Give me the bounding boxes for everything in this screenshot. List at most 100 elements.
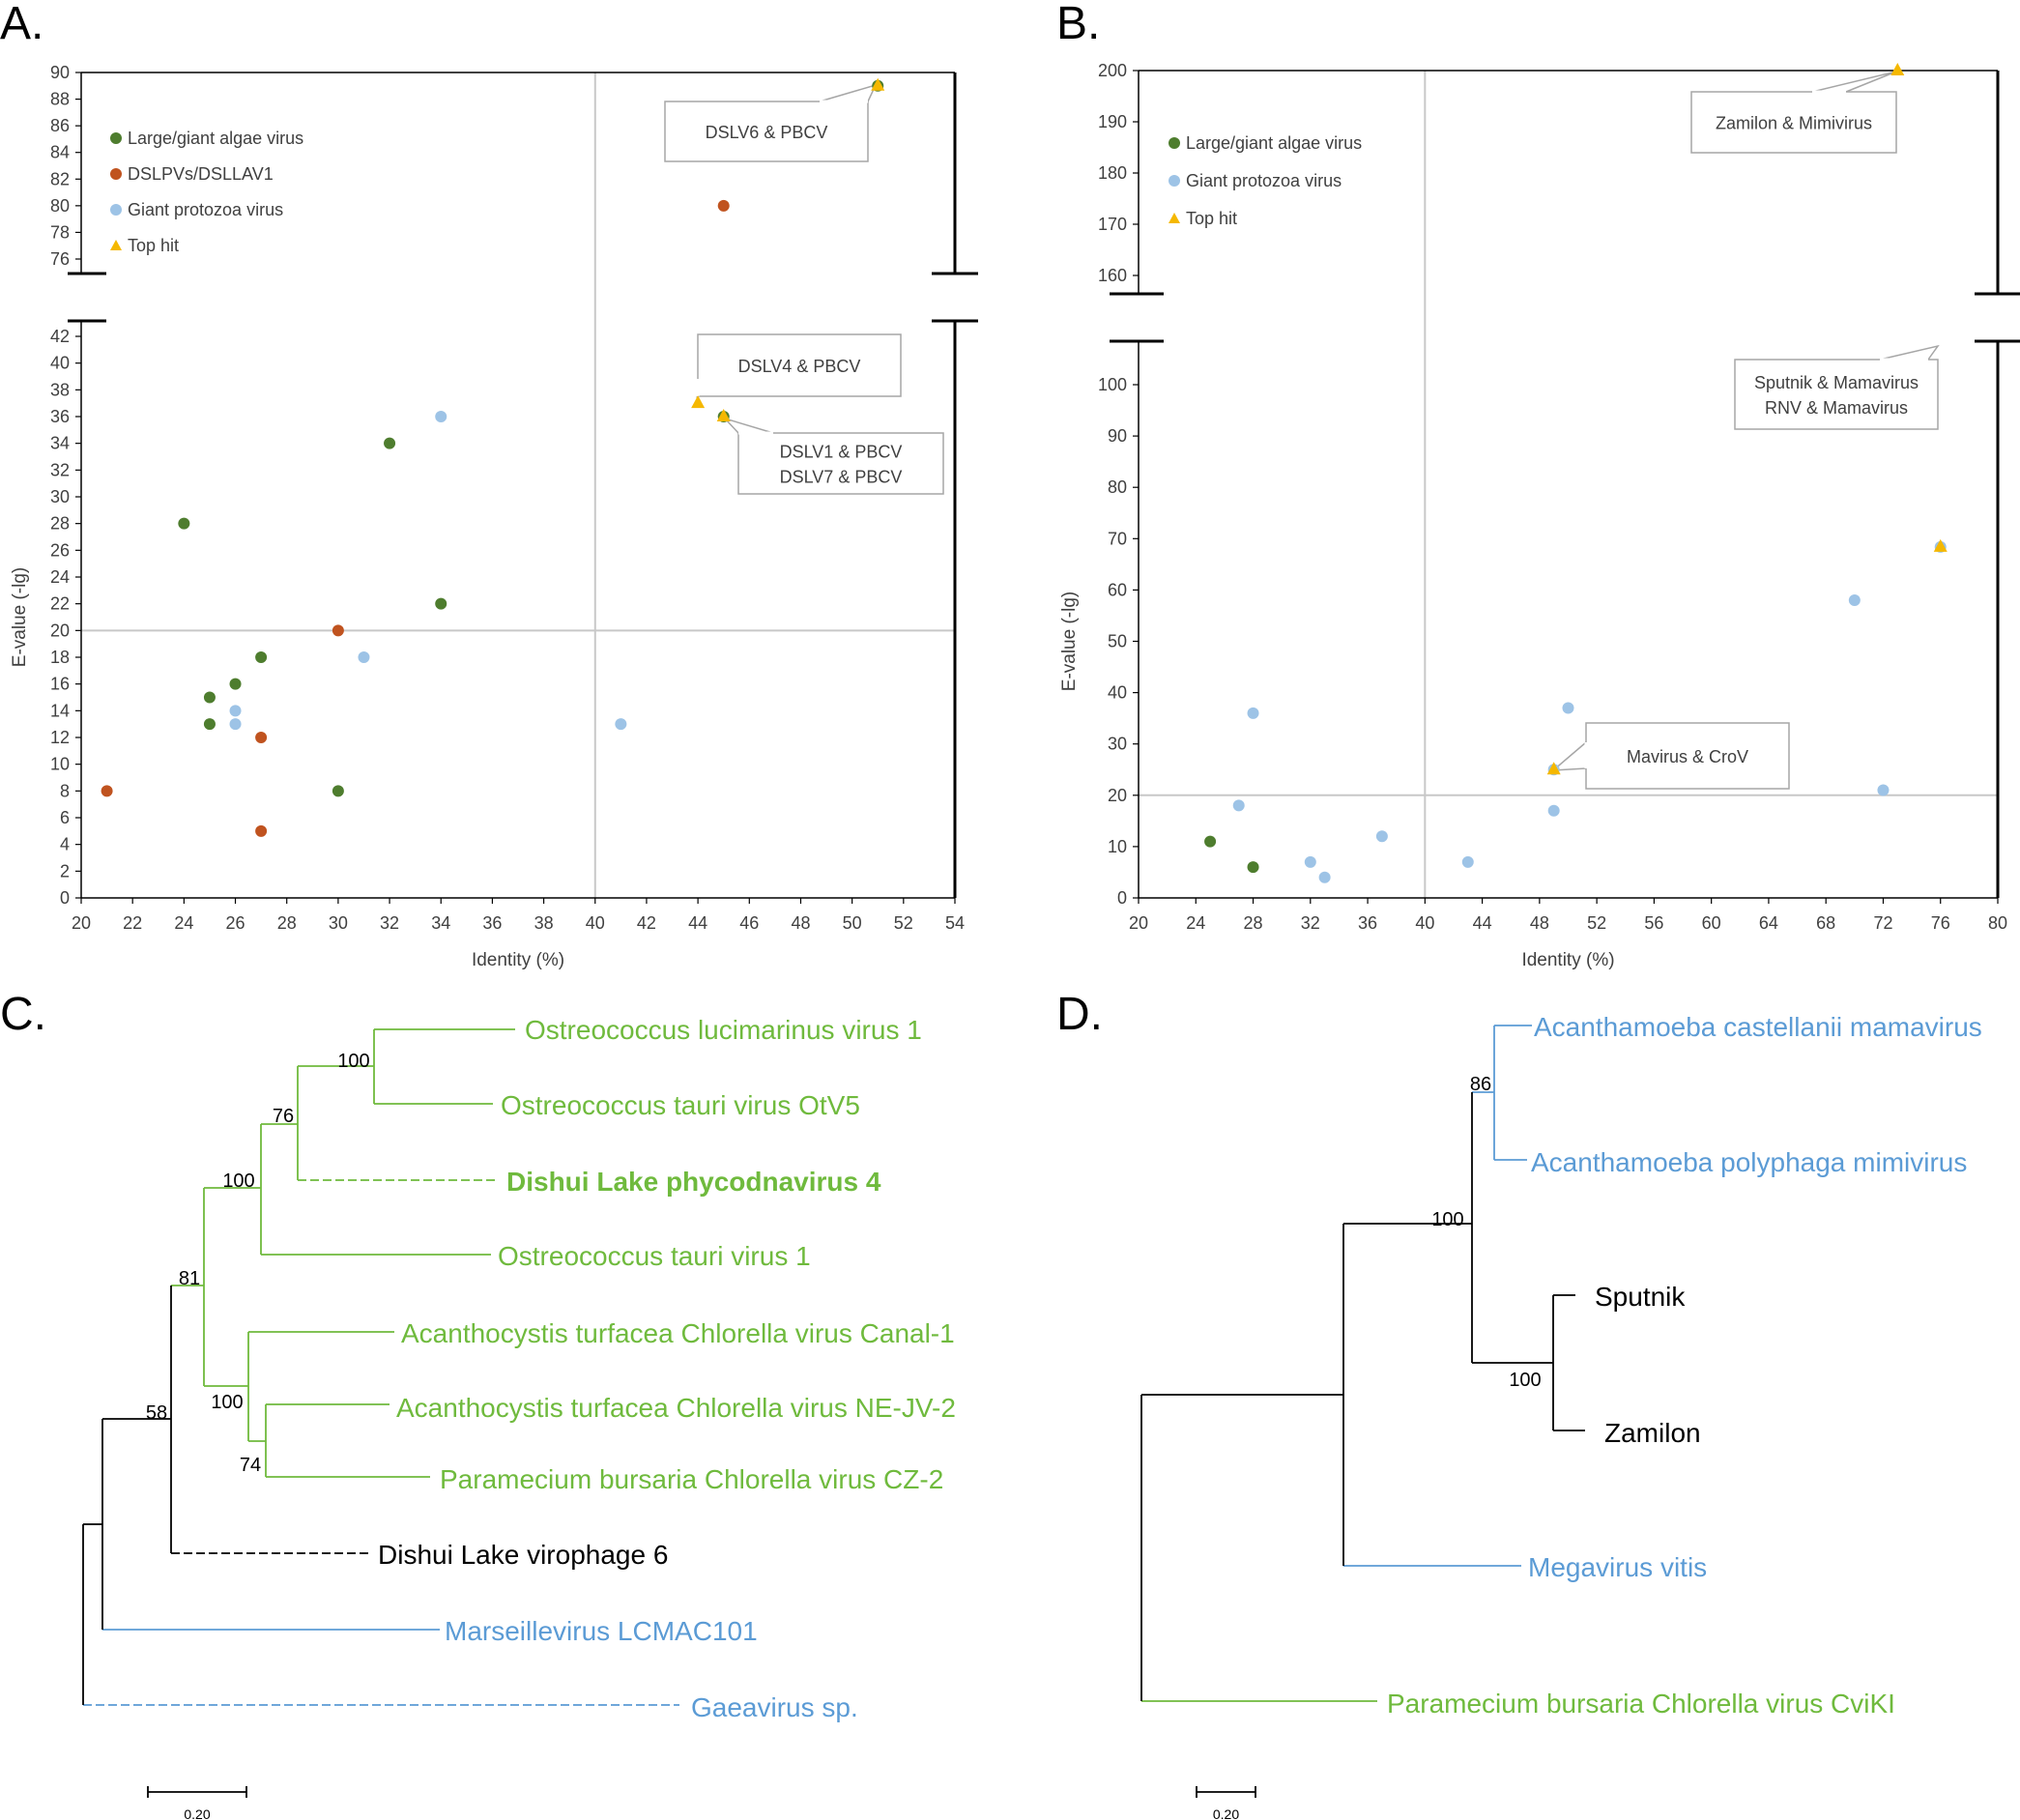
y-tick-label: 32 xyxy=(50,460,70,479)
bootstrap-value: 100 xyxy=(1509,1370,1541,1391)
y-tick-label: 80 xyxy=(1108,477,1127,497)
callout-label: DSLV4 & PBCV xyxy=(738,357,861,376)
data-point-protozoa xyxy=(1375,830,1388,843)
y-tick-label: 38 xyxy=(50,380,70,399)
data-point-algae xyxy=(203,691,216,704)
y-tick-label: 0 xyxy=(1117,888,1127,908)
y-tick-label: 190 xyxy=(1098,112,1127,131)
x-tick-label: 64 xyxy=(1759,913,1778,933)
x-tick-label: 24 xyxy=(1186,913,1205,933)
legend-marker-triangle xyxy=(110,240,122,250)
y-tick-label: 30 xyxy=(50,487,70,506)
panel-letter: D. xyxy=(1056,989,1103,1040)
x-tick-label: 48 xyxy=(1530,913,1549,933)
y-tick-label: 24 xyxy=(50,567,70,587)
tree-leaf-label: Ostreococcus tauri virus OtV5 xyxy=(501,1090,860,1120)
panel-letter: A. xyxy=(0,0,43,49)
y-tick-label: 78 xyxy=(50,222,70,242)
y-tick-label: 34 xyxy=(50,434,70,453)
panel-c-tree: C. Ostreococcus lucimarinus virus 1 Ostreo… xyxy=(0,989,956,1820)
y-tick-label: 20 xyxy=(1108,786,1127,805)
callout-label: Mavirus & CroV xyxy=(1627,747,1748,766)
data-point-dslpv xyxy=(101,785,113,797)
x-tick-label: 40 xyxy=(1415,913,1434,933)
tree-leaf-label: Paramecium bursaria Chlorella virus CZ-2 xyxy=(440,1464,943,1494)
y-tick-label: 80 xyxy=(50,196,70,216)
data-point-protozoa xyxy=(1304,855,1316,868)
legend-marker-dot xyxy=(110,204,122,216)
x-tick-label: 32 xyxy=(1301,913,1320,933)
x-tick-label: 42 xyxy=(637,913,656,933)
y-tick-label: 14 xyxy=(50,701,70,720)
callout-label: Sputnik & Mamavirus xyxy=(1754,373,1919,392)
data-point-algae xyxy=(1204,835,1217,848)
tree-leaf-label: Megavirus vitis xyxy=(1528,1552,1707,1582)
y-tick-label: 4 xyxy=(60,835,70,854)
callout-label: DSLV7 & PBCV xyxy=(780,468,903,487)
y-tick-label: 170 xyxy=(1098,215,1127,234)
y-tick-label: 76 xyxy=(50,249,70,269)
data-point-top-hit xyxy=(1546,762,1561,775)
data-point-algae xyxy=(178,517,190,530)
data-point-dslpv xyxy=(255,732,268,743)
callout-box xyxy=(1690,91,1897,154)
x-tick-label: 20 xyxy=(1129,913,1148,933)
y-tick-label: 8 xyxy=(60,781,70,800)
y-tick-label: 6 xyxy=(60,808,70,827)
y-tick-label: 60 xyxy=(1108,580,1127,599)
x-tick-label: 52 xyxy=(1587,913,1606,933)
x-tick-label: 40 xyxy=(586,913,605,933)
bootstrap-value: 74 xyxy=(240,1455,261,1476)
data-point-protozoa xyxy=(1461,855,1474,868)
data-point-protozoa xyxy=(229,718,242,731)
data-point-protozoa xyxy=(1877,784,1890,796)
bootstrap-value: 86 xyxy=(1470,1074,1491,1095)
callout-label: RNV & Mamavirus xyxy=(1765,398,1908,418)
y-tick-label: 12 xyxy=(50,728,70,747)
x-tick-label: 36 xyxy=(1358,913,1377,933)
bootstrap-value: 100 xyxy=(211,1392,243,1413)
y-tick-label: 40 xyxy=(50,354,70,373)
tree-leaf-label: Sputnik xyxy=(1595,1282,1686,1312)
tree-leaf-label: Ostreococcus tauri virus 1 xyxy=(498,1241,811,1271)
x-tick-label: 54 xyxy=(945,913,965,933)
x-tick-label: 26 xyxy=(226,913,245,933)
y-tick-label: 22 xyxy=(50,594,70,614)
data-point-protozoa xyxy=(1318,871,1331,883)
data-point-dslpv xyxy=(332,624,344,637)
x-tick-label: 72 xyxy=(1873,913,1892,933)
y-tick-label: 90 xyxy=(50,63,70,82)
callout-box xyxy=(697,333,902,397)
data-point-top-hit xyxy=(871,77,885,91)
y-tick-label: 84 xyxy=(50,143,70,162)
scale-bar-label: 0.20 xyxy=(1213,1806,1239,1820)
data-point-algae xyxy=(435,597,447,610)
bootstrap-value: 81 xyxy=(179,1268,200,1289)
tree-leaf-label: Acanthamoeba castellanii mamavirus xyxy=(1534,1012,1982,1042)
legend-marker-triangle xyxy=(1169,213,1180,223)
x-tick-label: 30 xyxy=(329,913,348,933)
tree-leaf-label: Dishui Lake phycodnavirus 4 xyxy=(506,1167,881,1197)
y-tick-label: 36 xyxy=(50,407,70,426)
callout-box xyxy=(1585,722,1790,790)
y-tick-label: 10 xyxy=(1108,837,1127,856)
tree-leaf-label: Marseillevirus LCMAC101 xyxy=(445,1616,758,1646)
legend-label: Top hit xyxy=(128,236,179,255)
panel-b-scatter: B. 0 10 20 30 40 50 60 70 80 90 100 160 170 180 190 200 2… xyxy=(1056,0,2020,970)
callout-box xyxy=(737,432,944,495)
tree-leaf-label: Gaeavirus sp. xyxy=(691,1692,858,1722)
x-tick-label: 38 xyxy=(534,913,554,933)
legend-label: Giant protozoa virus xyxy=(1186,171,1342,190)
callout-pointer xyxy=(1879,344,1940,361)
data-point-protozoa xyxy=(615,718,627,731)
data-point-top-hit xyxy=(1890,63,1905,75)
legend-label: Large/giant algae virus xyxy=(1186,133,1362,153)
legend-marker-dot xyxy=(1169,175,1180,187)
y-axis-label: E-value (-lg) xyxy=(1059,592,1080,691)
x-tick-label: 46 xyxy=(739,913,759,933)
bootstrap-value: 100 xyxy=(222,1170,254,1192)
data-point-protozoa xyxy=(1547,804,1560,817)
panel-d-tree: D. Acanthamoeba castellanii mamavirus Acan… xyxy=(1056,989,1982,1820)
bootstrap-value: 58 xyxy=(146,1402,167,1424)
